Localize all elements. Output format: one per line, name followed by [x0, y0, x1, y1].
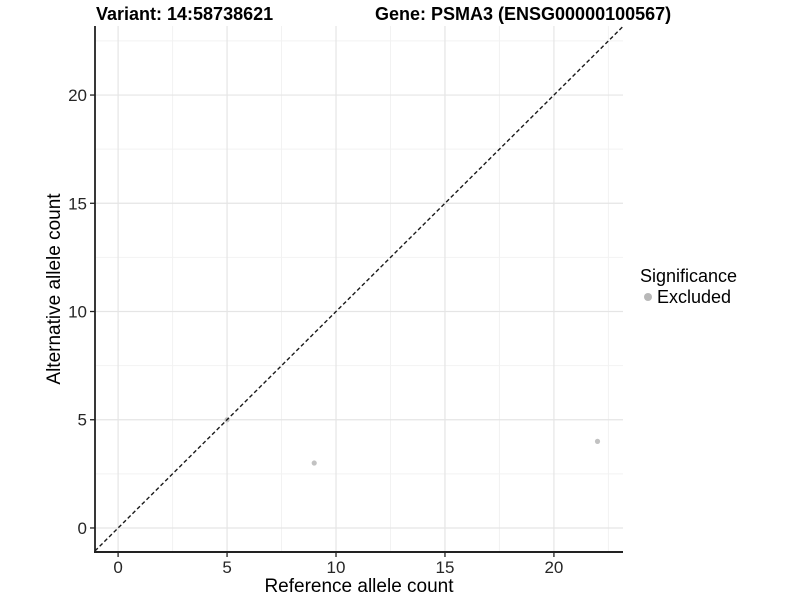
y-axis-title: Alternative allele count: [44, 193, 65, 385]
y-tick-label: 5: [78, 411, 87, 430]
y-tick-label: 15: [68, 194, 87, 213]
x-tick-label: 10: [327, 558, 346, 577]
x-tick-label: 20: [544, 558, 563, 577]
plot-title-gene: Gene: PSMA3 (ENSG00000100567): [375, 4, 672, 24]
legend: Significance Excluded: [640, 266, 737, 308]
x-tick-label: 15: [436, 558, 455, 577]
x-tick-label: 0: [113, 558, 122, 577]
legend-item-excluded: Excluded: [640, 286, 737, 308]
data-point: [311, 460, 317, 466]
legend-title: Significance: [640, 266, 738, 286]
identity-line: [94, 25, 624, 552]
legend-item-label: Excluded: [657, 286, 732, 307]
y-tick-label: 10: [68, 303, 87, 322]
y-tick-label: 20: [68, 86, 87, 105]
excluded-point-icon: [644, 293, 652, 301]
x-axis-title: Reference allele count: [264, 576, 454, 597]
y-tick-label: 0: [78, 519, 87, 538]
x-tick-label: 5: [222, 558, 231, 577]
data-point: [594, 438, 601, 444]
plot-title-variant: Variant: 14:58738621: [96, 4, 274, 24]
